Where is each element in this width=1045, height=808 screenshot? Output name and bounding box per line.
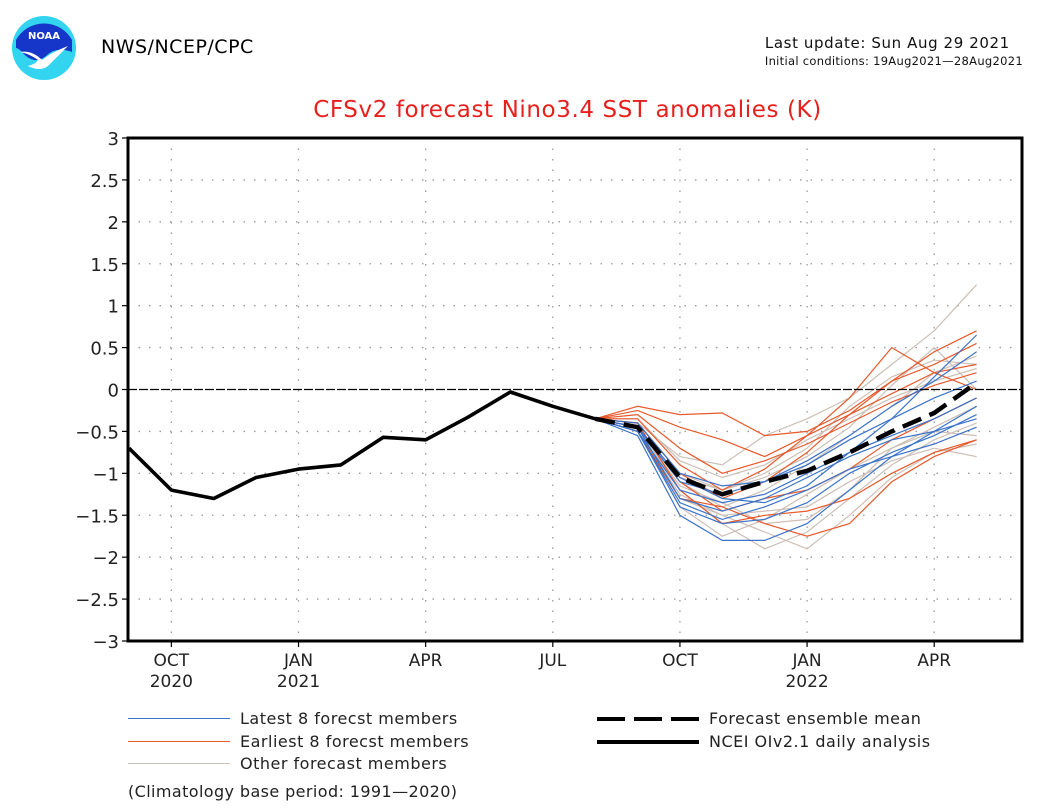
earliest-member-line xyxy=(595,363,977,458)
latest-member-line xyxy=(595,397,977,504)
x-tick-label: JAN xyxy=(283,651,313,671)
legend-item-observed: NCEI OIv2.1 daily analysis xyxy=(597,732,931,751)
chart-title: CFSv2 forecast Nino3.4 SST anomalies (K) xyxy=(313,97,822,123)
x-tick-label: APR xyxy=(917,651,951,671)
y-tick-label: 2 xyxy=(108,213,119,234)
legend-swatch-mean xyxy=(597,716,699,721)
x-tick-year-label: 2022 xyxy=(785,672,828,692)
legend-item-earliest: Earliest 8 forecst members xyxy=(128,732,469,751)
last-update: Last update: Sun Aug 29 2021 xyxy=(764,34,1010,52)
x-tick-label: APR xyxy=(409,651,443,671)
legend-swatch-observed xyxy=(597,739,699,744)
legend-label-latest: Latest 8 forecst members xyxy=(240,709,458,728)
y-tick-label: −0.5 xyxy=(75,422,119,443)
y-tick-label: −3 xyxy=(92,632,119,653)
noaa-logo-text: NOAA xyxy=(28,31,60,42)
earliest-member-line xyxy=(595,346,977,491)
y-axis-ticks: 3 2.5 2 1.5 1 0.5 0 −0.5 −1 −1.5 −2 −2.5 −3 xyxy=(75,129,128,653)
y-tick-label: 1.5 xyxy=(90,255,119,276)
legend-swatch-latest xyxy=(128,718,230,719)
y-tick-label: 1 xyxy=(108,297,119,318)
latest-member-line xyxy=(595,351,977,487)
y-tick-label: −2.5 xyxy=(75,590,119,611)
update-info: Last update: Sun Aug 29 2021 Initial con… xyxy=(765,34,1023,68)
org-label: NWS/NCEP/CPC xyxy=(101,36,254,58)
legend-item-mean: Forecast ensemble mean xyxy=(597,709,921,728)
observed-line xyxy=(127,390,596,501)
y-tick-label: 0 xyxy=(108,381,119,402)
noaa-logo: NOAA xyxy=(12,16,76,80)
legend-swatch-earliest xyxy=(128,741,230,742)
y-tick-label: 3 xyxy=(108,129,119,150)
legend-item-other: Other forecast members xyxy=(128,754,447,773)
legend-label-mean: Forecast ensemble mean xyxy=(709,709,922,728)
legend-swatch-other xyxy=(128,763,230,764)
legend-label-observed: NCEI OIv2.1 daily analysis xyxy=(709,732,931,751)
earliest-member-line xyxy=(595,342,977,437)
latest-member-line xyxy=(595,418,977,521)
legend-label-earliest: Earliest 8 forecst members xyxy=(240,732,470,751)
y-tick-label: 0.5 xyxy=(90,339,119,360)
earliest-member-line xyxy=(595,418,977,537)
x-tick-label: JAN xyxy=(792,651,822,671)
x-tick-year-label: 2020 xyxy=(150,672,193,692)
climatology-footnote: (Climatology base period: 1991—2020) xyxy=(128,782,458,801)
observed-group xyxy=(127,390,596,501)
x-tick-label: OCT xyxy=(662,651,698,671)
x-tick-label: JUL xyxy=(538,651,566,671)
latest-member-line xyxy=(595,414,977,525)
ensemble-mean-group xyxy=(594,380,978,497)
ensemble-mean-line xyxy=(594,380,978,497)
latest-member-line xyxy=(595,418,977,512)
initial-conditions: Initial conditions: 19Aug2021—28Aug2021 xyxy=(764,54,1023,68)
y-tick-label: −2 xyxy=(92,548,119,569)
y-tick-label: 2.5 xyxy=(90,171,119,192)
x-tick-year-label: 2021 xyxy=(277,672,320,692)
legend-item-latest: Latest 8 forecst members xyxy=(128,709,458,728)
y-tick-label: −1 xyxy=(92,464,119,485)
legend-label-other: Other forecast members xyxy=(240,754,448,773)
y-tick-label: −1.5 xyxy=(75,506,119,527)
latest-members-group xyxy=(594,334,978,541)
x-tick-label: OCT xyxy=(154,651,190,671)
earliest-member-line xyxy=(595,418,977,525)
